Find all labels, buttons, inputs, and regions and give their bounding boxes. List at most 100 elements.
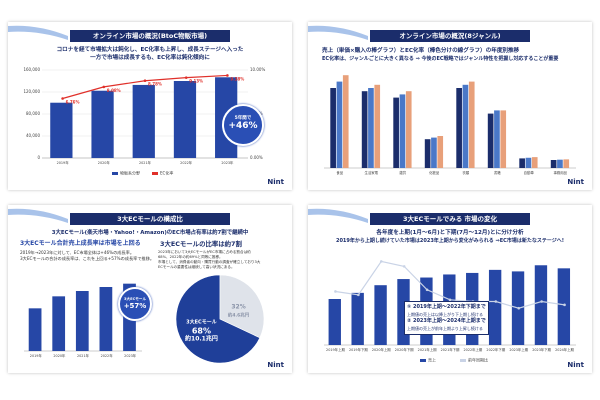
x-tick-label: 2021年 [77, 353, 90, 358]
x-tick-label: 書籍 [494, 170, 501, 175]
point [540, 300, 543, 303]
y-tick-label: 120,000 [23, 89, 40, 94]
legend-label: EC化率 [160, 170, 173, 176]
text-line: 2023年において3大ECモールがEC市場に占める割合は約 [158, 250, 251, 254]
x-tick-label: 2023年 [124, 353, 137, 358]
bar [52, 296, 66, 351]
bar [336, 81, 343, 168]
slide-title: 3大ECモールの構成比 [70, 213, 230, 225]
slide: オンライン市場の概況(8ジャンル) 売上（単価×購入の棒グラフ）とEC化率（棒色… [308, 22, 592, 190]
x-tick-label: 2022年 [180, 160, 193, 165]
badge-caption: 3大ECモール [124, 297, 146, 301]
bar [462, 84, 469, 168]
slice-sublabel: 約4.6兆円 [228, 312, 250, 319]
y-tick-label: 0 [37, 155, 40, 160]
swoosh [8, 25, 68, 40]
x-tick-label: 2023年 [221, 160, 234, 165]
decoration [8, 25, 68, 40]
text-line: ECモールの重要性は継続して高い状況にある。 [158, 265, 235, 269]
bar [330, 88, 336, 168]
text-line: 2019年→2023年に対して、EC市場全体は+46%の成長率。 [20, 250, 135, 255]
bar [550, 160, 557, 168]
lead: 3大ECモール(楽天市場・Yahoo!・Amazon)のEC市場占有率は約7割で… [51, 230, 249, 236]
slide-title: オンライン市場の概況(BtoC物販市場) [70, 30, 230, 42]
decoration [308, 208, 368, 223]
box-text: 上期値の売上は以降上がり下上期し続ける [407, 312, 483, 317]
bar [534, 265, 548, 345]
bar [351, 292, 364, 345]
note-box: ① 2019年上期〜2022年下期まで 上期値の売上は以降上がり下上期し続ける ② … [404, 301, 489, 335]
badge: 3大ECモール +57% [118, 287, 152, 321]
point [425, 288, 429, 292]
x-tick-label: 2022年上期 [464, 347, 483, 352]
decoration [308, 25, 368, 40]
badge: 5年間で +46% [222, 104, 264, 146]
x-tick-label: 食品 [336, 170, 343, 175]
logo: Nint [267, 178, 284, 186]
text-line: 3大ECモールの合計の成長率は、これを上回る+57%の成長率で推移。 [20, 256, 155, 261]
x-tick-label: 2023年上期 [509, 347, 528, 352]
box-text: 上期値の売上が前年上期より上昇し続ける [407, 326, 483, 331]
value-label: 6.76% [66, 100, 80, 105]
lead: 売上（単価×購入の棒グラフ）とEC化率（棒色分けの線グラフ）の年度別推移 EC化率… [322, 47, 558, 63]
x-tick-label: 2020年下期 [395, 347, 414, 352]
bar [374, 84, 381, 168]
y2-tick-label: 10.00% [250, 67, 265, 72]
x-tick-label: 2024年上期 [555, 347, 574, 352]
y2-tick-label: 0.00% [250, 155, 263, 160]
swoosh [8, 208, 68, 223]
point [226, 74, 229, 77]
point [143, 79, 147, 83]
bar [405, 91, 412, 168]
bar [431, 137, 437, 168]
x-tick-label: 衣類 [462, 170, 469, 175]
y-tick-label: 160,000 [23, 67, 40, 72]
slide: オンライン市場の概況(BtoC物販市場) コロナを経て市場拡大は鈍化し、EC化率… [8, 22, 292, 190]
legend-swatch [112, 172, 118, 175]
bar [563, 159, 570, 168]
value-label: 8.08% [107, 88, 121, 93]
lead-line: 2019年から上期し続けていた市場は2023年上期から変化がみられる ⇒EC市場… [335, 238, 565, 244]
bar [132, 84, 155, 158]
x-tick-label: 2023年下期 [532, 347, 551, 352]
x-tick-label: 生活家電 [364, 170, 378, 175]
x-tick-label: 2022年 [101, 353, 114, 358]
box-title: ② 2023年上期〜2024年上期まで [407, 318, 486, 324]
bar [99, 287, 113, 351]
bar [557, 268, 571, 345]
pie-slice [219, 274, 265, 339]
slide-title: 3大ECモールでみる 市場の変化 [370, 213, 530, 225]
slice-label: 68% [192, 326, 211, 335]
x-tick-label: 雑貨 [399, 170, 406, 175]
legend-label: 物販系分野 [120, 170, 140, 176]
point [402, 265, 406, 268]
x-tick-label: 2019年 [57, 160, 70, 165]
box-title: ① 2019年上期〜2022年下期まで [407, 304, 486, 310]
x-tick-label: 2022年下期 [486, 347, 505, 352]
point [517, 306, 521, 310]
legend-swatch [420, 359, 426, 362]
bar [500, 110, 507, 168]
x-tick-label: 2019年下期 [349, 347, 368, 352]
point [494, 300, 498, 303]
text-line: 市場として、消費者の動向・購買行動の調査が確立しており3大 [158, 260, 261, 264]
x-tick-label: 事務用品 [553, 170, 567, 175]
point [448, 298, 452, 302]
x-tick-label: 2019年上期 [326, 347, 345, 352]
bar [456, 88, 462, 168]
logo: Nint [567, 178, 584, 186]
x-tick-label: 2019年 [30, 353, 43, 358]
left-text: 2019年→2023年に対して、EC市場全体は+46%の成長率。 3大ECモールの… [20, 250, 154, 262]
right-heading: 3大ECモールの比率は約7割 [160, 240, 242, 248]
lead-line: 各年度を上期(1月〜6月)と下期(7月〜12月)とに分け分析 [376, 230, 524, 236]
swoosh [308, 25, 368, 40]
decoration [8, 208, 68, 223]
value-label: 8.78% [148, 82, 162, 87]
bar [424, 139, 431, 168]
lead: コロナを経て市場拡大は鈍化し、EC化率も上昇し、成長ステージへ入った 一方で市場は… [8, 46, 292, 62]
slice-label: 32% [231, 304, 245, 311]
bar [519, 158, 525, 168]
slide: 3大ECモールの構成比 3大ECモール(楽天市場・Yahoo!・Amazon)の… [8, 205, 292, 373]
